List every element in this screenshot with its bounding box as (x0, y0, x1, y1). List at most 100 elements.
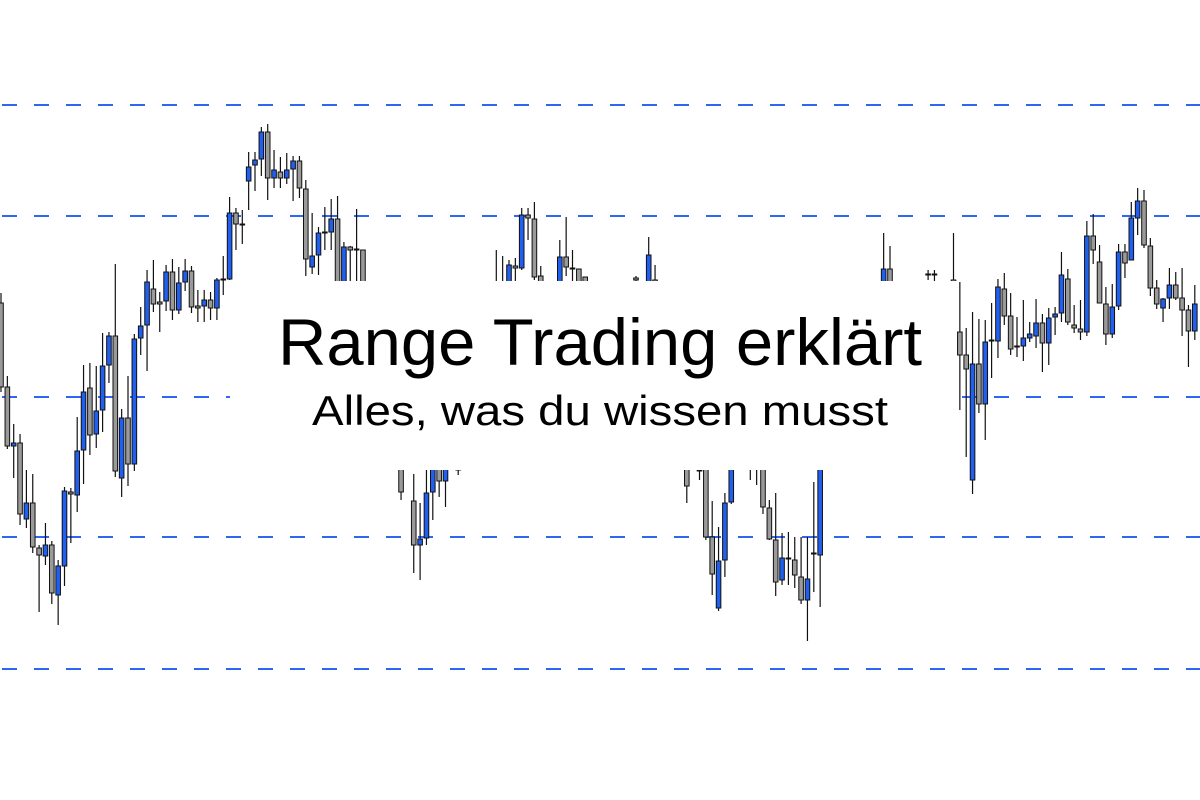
candle-body (80, 391, 87, 451)
bullish-candle (1128, 202, 1135, 261)
bullish-candle (309, 213, 315, 274)
candle-body (239, 223, 246, 226)
bearish-candle (772, 493, 779, 596)
candle-body (233, 212, 239, 225)
bullish-candle (315, 227, 322, 275)
candle-body (779, 557, 785, 581)
bullish-candle (10, 424, 17, 478)
bearish-candle (957, 282, 963, 410)
candle-body (182, 270, 188, 283)
bullish-candle (328, 199, 334, 250)
candle-body (283, 169, 290, 179)
candle-body (1096, 261, 1103, 304)
bearish-candle (207, 292, 214, 320)
candle-body (328, 218, 334, 233)
candle-body (417, 538, 423, 546)
candle-body (791, 559, 798, 576)
bullish-candle (322, 207, 328, 250)
candle-body (804, 578, 811, 601)
bullish-candle (226, 197, 233, 280)
bearish-candle (798, 537, 804, 604)
candle-body (709, 536, 716, 575)
candle-body (125, 417, 131, 465)
bearish-candle (68, 488, 74, 543)
bullish-candle (118, 409, 125, 497)
page-subtitle: Alles, was du wissen musst (312, 387, 888, 434)
bullish-candle (518, 208, 525, 270)
candle-body (963, 354, 970, 370)
candle-body (220, 278, 227, 281)
bullish-candle (811, 482, 817, 592)
candle-body (512, 265, 519, 269)
candle-body (518, 214, 525, 269)
candle-body (1007, 315, 1014, 350)
candle-body (296, 160, 303, 189)
candle-body (87, 387, 93, 436)
candle-body (106, 335, 112, 366)
candle-body (995, 286, 1001, 342)
candle-body (766, 507, 773, 540)
bearish-candle (264, 124, 271, 200)
candle-body (42, 544, 49, 557)
bullish-candle (1084, 221, 1090, 336)
candle-body (271, 169, 277, 179)
candle-body (315, 232, 322, 256)
bearish-candle (296, 156, 303, 198)
candle-body (207, 299, 214, 309)
candle-body (1052, 313, 1058, 318)
bullish-candle (163, 265, 169, 311)
bullish-candle (245, 152, 252, 210)
candle-body (525, 214, 531, 219)
bearish-candle (1065, 269, 1071, 325)
bearish-candle (169, 259, 176, 320)
bearish-candle (1122, 244, 1128, 278)
candle-body (722, 502, 728, 561)
bearish-candle (410, 474, 417, 573)
candle-body (563, 256, 569, 268)
bullish-candle (1020, 300, 1027, 361)
candle-body (1115, 251, 1122, 307)
candle-body (1001, 288, 1008, 317)
bearish-candle (195, 290, 201, 322)
candle-body (1160, 298, 1166, 309)
candle-body (1033, 322, 1039, 337)
candle-body (258, 131, 265, 160)
candle-body (61, 490, 68, 567)
candle-body (99, 365, 106, 411)
bullish-candle (220, 256, 227, 295)
bearish-candle (156, 292, 163, 332)
candle-body (176, 282, 182, 311)
bullish-candle (779, 533, 785, 585)
candle-body (195, 305, 201, 309)
candle-body (0, 302, 4, 388)
candle-body (226, 212, 233, 280)
bullish-candle (1014, 317, 1020, 357)
candle-body (931, 273, 938, 276)
bullish-candle (23, 470, 30, 528)
candle-body (1014, 345, 1020, 348)
candle-body (17, 442, 23, 515)
bullish-candle (283, 153, 290, 184)
bearish-candle (1001, 273, 1008, 325)
page-title: Range Trading erklärt (278, 305, 922, 379)
candle-body (696, 469, 703, 472)
candle-body (633, 277, 639, 281)
bearish-candle (976, 319, 982, 413)
bullish-candle (74, 417, 81, 512)
bearish-candle (1179, 268, 1185, 336)
bullish-candle (417, 503, 423, 580)
candle-body (976, 363, 982, 405)
candle-body (798, 576, 804, 601)
bearish-candle (17, 434, 23, 525)
bearish-candle (563, 217, 569, 276)
bullish-candle (715, 527, 722, 611)
candle-body (353, 248, 360, 251)
candle-body (169, 271, 176, 311)
candle-body (23, 502, 30, 520)
bullish-candle (995, 279, 1001, 358)
bullish-candle (271, 150, 277, 188)
candle-body (10, 442, 17, 447)
candle-body (322, 231, 328, 234)
